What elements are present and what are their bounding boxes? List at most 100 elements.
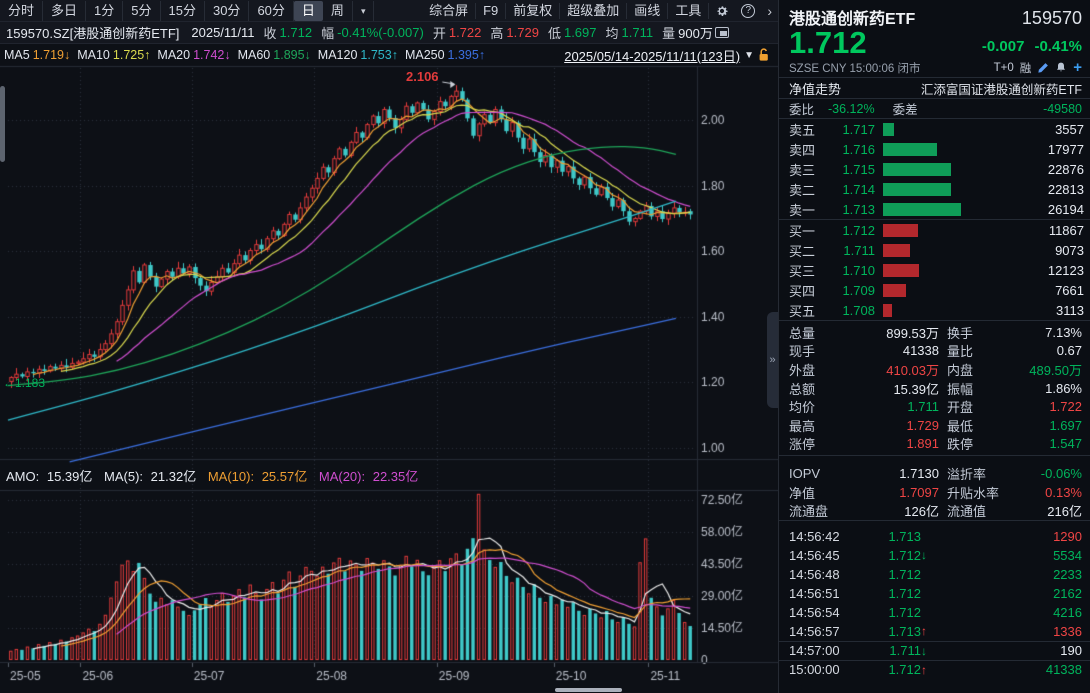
ask-row[interactable]: 卖四 1.716 17977 — [779, 139, 1090, 159]
ask-depth-bar — [883, 142, 937, 156]
tick-qty: 2162 — [1053, 585, 1082, 601]
bid-bar-zone — [883, 303, 965, 317]
stat-value: -0.06% — [1040, 465, 1082, 481]
ask-row[interactable]: 卖三 1.715 22876 — [779, 159, 1090, 179]
arrow-left-icon: ← — [3, 376, 15, 390]
nav-trend-link[interactable]: 净值走势 — [789, 81, 842, 97]
stat-value: 410.03万 — [886, 362, 939, 378]
tick-qty: 1290 — [1053, 528, 1082, 544]
kline-chart-canvas[interactable] — [0, 0, 778, 693]
tab-5min[interactable]: 5分 — [123, 0, 161, 21]
tab-daily[interactable]: 日 — [293, 0, 323, 21]
forward-adjust-button[interactable]: 前复权 — [506, 2, 561, 19]
date-range-text[interactable]: 2025/05/14-2025/11/11(123日) — [564, 48, 741, 64]
vol-ma20-readout: MA(20): 22.35亿 — [318, 469, 419, 484]
stat-value: 1.729 — [906, 417, 939, 433]
period-toolbar: 分时 多日 1分 5分 15分 30分 60分 日 周 ▾ 综合屏 F9 前复权… — [0, 0, 778, 22]
stat-value: 489.50万 — [1029, 362, 1082, 378]
down-arrow-icon: ↓ — [304, 48, 311, 62]
bid-bar-zone — [883, 283, 965, 297]
tick-qty: 1336 — [1053, 623, 1082, 639]
order-imbalance-row: 委比 -36.12% 委差 -49580 — [779, 98, 1090, 118]
ask-label: 卖五 — [789, 122, 816, 138]
bid-depth-bar — [883, 303, 893, 317]
ask-depth-bar — [883, 202, 961, 216]
low-value: 1.697 — [563, 25, 597, 40]
add-watchlist-icon[interactable]: + — [1073, 59, 1082, 76]
bid-row[interactable]: 买二 1.711 9073 — [779, 240, 1090, 260]
tab-15min[interactable]: 15分 — [161, 0, 205, 21]
pip-window-icon[interactable] — [714, 27, 729, 38]
tab-60min[interactable]: 60分 — [249, 0, 294, 21]
ask-qty: 22813 — [1047, 181, 1084, 197]
stat-row: 均价 1.711 开盘 1.722 — [779, 397, 1090, 416]
tick-qty: 5534 — [1053, 547, 1082, 563]
tick-row: 14:56:48 1.712 2233 — [779, 565, 1090, 584]
stat-value: 1.547 — [1049, 436, 1082, 452]
ask-label: 卖一 — [789, 202, 816, 218]
stat-label: 均价 — [789, 400, 816, 416]
nav-value-row: 净值走势 汇添富国证港股通创新药ETF — [779, 77, 1090, 98]
down-arrow-icon: ↓ — [63, 48, 71, 62]
bid-row[interactable]: 买三 1.710 12123 — [779, 260, 1090, 280]
ask-bar-zone — [883, 182, 965, 196]
help-question-icon[interactable]: ? — [735, 3, 761, 18]
stat-label: 净值 — [789, 485, 816, 501]
bid-bar-zone — [883, 223, 965, 237]
bid-row[interactable]: 买一 1.712 11867 — [779, 220, 1090, 240]
tab-30min[interactable]: 30分 — [205, 0, 250, 21]
bid-label: 买五 — [789, 303, 816, 319]
stat-label: 最高 — [789, 418, 816, 434]
ask-row[interactable]: 卖二 1.714 22813 — [779, 179, 1090, 199]
bid-label: 买二 — [789, 243, 816, 259]
date-range-selector[interactable]: 2025/05/14-2025/11/11(123日) ▼ — [564, 46, 770, 65]
open-label: 开 — [432, 26, 446, 41]
stat-value: 0.13% — [1045, 484, 1082, 500]
tab-1min[interactable]: 1分 — [86, 0, 124, 21]
tick-time: 14:56:54 — [789, 604, 840, 620]
ask-row[interactable]: 卖五 1.717 3557 — [779, 119, 1090, 139]
edit-pencil-icon[interactable] — [1037, 62, 1049, 74]
f9-button[interactable]: F9 — [476, 2, 507, 19]
more-periods-caret-icon[interactable]: ▾ — [353, 0, 375, 21]
ma5-readout: MA5 1.719↓ — [4, 48, 71, 62]
tab-multiday[interactable]: 多日 — [43, 0, 87, 21]
ask-row[interactable]: 卖一 1.713 26194 — [779, 199, 1090, 219]
tab-weekly[interactable]: 周 — [323, 0, 353, 21]
tab-minute[interactable]: 分时 — [0, 0, 44, 21]
tick-qty: 4216 — [1053, 604, 1082, 620]
caret-down-icon[interactable]: ▼ — [744, 49, 754, 61]
stat-value: 15.39亿 — [893, 381, 939, 397]
bid-qty: 12123 — [1047, 262, 1084, 278]
tick-price: 1.713 — [888, 528, 921, 544]
ask-qty: 26194 — [1047, 201, 1084, 217]
tick-qty: 2233 — [1053, 566, 1082, 582]
quote-date: 2025/11/11 — [191, 25, 255, 40]
stat-label: 流通值 — [947, 504, 987, 520]
settings-gear-icon[interactable] — [709, 4, 735, 18]
draw-line-button[interactable]: 画线 — [627, 2, 669, 19]
quote-info-bar: 159570.SZ[港股通创新药ETF] 2025/11/11 收 1.712 … — [0, 22, 778, 44]
tools-button[interactable]: 工具 — [668, 2, 710, 19]
more-chevron-icon[interactable]: › — [767, 2, 772, 19]
close-value: 1.712 — [279, 25, 313, 40]
vertical-scrollbar-thumb[interactable] — [0, 86, 5, 162]
bid-price: 1.709 — [842, 282, 875, 298]
horizontal-scrollbar-thumb[interactable] — [555, 688, 622, 692]
alert-bell-icon[interactable] — [1055, 61, 1067, 74]
composite-screen-button[interactable]: 综合屏 — [422, 2, 477, 19]
tick-price: 1.712 — [888, 566, 921, 582]
bid-row[interactable]: 买五 1.708 3113 — [779, 300, 1090, 320]
unlock-icon[interactable] — [758, 48, 770, 62]
bid-row[interactable]: 买四 1.709 7661 — [779, 280, 1090, 300]
super-overlay-button[interactable]: 超级叠加 — [560, 2, 628, 19]
bid-bar-zone — [883, 243, 965, 257]
tick-list[interactable]: 14:56:42 1.713 1290 14:56:45 1.712 ↓ 5534 14:56… — [779, 519, 1090, 679]
ask-depth-bar — [883, 122, 894, 136]
vol-label: 量 — [662, 26, 676, 41]
stat-label: 最低 — [947, 418, 974, 434]
tick-time: 14:56:42 — [789, 528, 840, 544]
stat-label: 现手 — [789, 344, 816, 360]
down-arrow-icon: ↓ — [921, 643, 927, 658]
panel-expand-handle[interactable]: » — [767, 312, 778, 408]
